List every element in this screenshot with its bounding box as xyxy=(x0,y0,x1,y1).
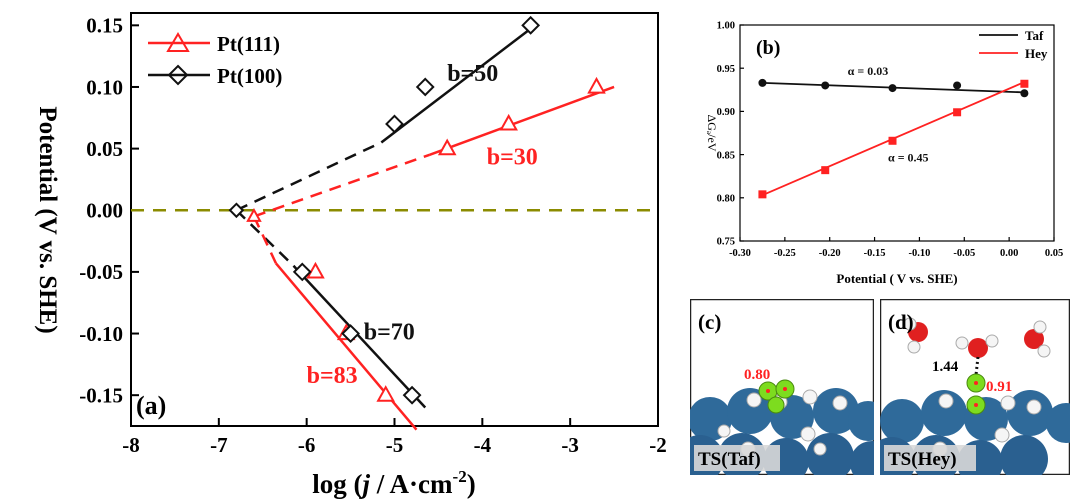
legend-hey-label: Hey xyxy=(1025,46,1048,61)
extrapolation-line-3 xyxy=(252,215,278,264)
data-point-hey-0 xyxy=(758,190,767,199)
data-point-pt-111-5 xyxy=(376,385,396,402)
x-tick-label-0-10: -0.10 xyxy=(908,248,930,259)
chart-b-plot-frame xyxy=(739,24,1055,242)
data-point-taf-0 xyxy=(758,78,767,87)
x-tick-label-0-25: -0.25 xyxy=(774,248,796,259)
image-d-ts-hey: (d) 1.44 0.91 TS(Hey) xyxy=(880,299,1070,475)
x-tick-label-0-15: -0.15 xyxy=(864,248,886,259)
xlabel-prefix: log ( xyxy=(312,469,362,499)
image-d-panel-label: (d) xyxy=(888,310,914,334)
x-tick-label-0-05: 0.05 xyxy=(1045,248,1063,259)
x-tick-label-0-00: 0.00 xyxy=(1000,248,1018,259)
x-tick-label-3: -3 xyxy=(561,433,579,457)
y-tick-label-0-85: 0.85 xyxy=(717,150,735,161)
chart-a-legend: Pt(111) Pt(100) xyxy=(148,32,282,88)
y-tick-label-0-80: 0.80 xyxy=(717,193,735,204)
annotation-b-83: b=83 xyxy=(307,363,358,389)
x-tick-label-0-05: -0.05 xyxy=(953,248,975,259)
x-tick-label-0-30: -0.30 xyxy=(729,248,751,259)
data-point-pt-100-3 xyxy=(292,262,312,282)
cusp-marker-1 xyxy=(246,207,262,222)
y-tick-label-0-05: 0.05 xyxy=(86,137,123,161)
annotation-b-30: b=30 xyxy=(487,145,538,171)
data-point-taf-1 xyxy=(821,81,830,90)
x-tick-label-2: -2 xyxy=(649,433,667,457)
annotation-b-50: b=50 xyxy=(447,61,498,87)
x-tick-label-0-20: -0.20 xyxy=(819,248,841,259)
data-point-hey-1 xyxy=(821,166,830,175)
y-tick-label-0-15: 0.15 xyxy=(86,14,123,38)
legend-taf-label: Taf xyxy=(1025,28,1044,43)
annotation-0-45: α = 0.45 xyxy=(888,151,929,165)
x-tick-label-6: -6 xyxy=(298,433,316,457)
legend-pt111-label: Pt(111) xyxy=(217,32,280,56)
image-d-distance-label-1: 1.44 xyxy=(932,359,959,375)
data-point-taf-2 xyxy=(888,84,897,93)
chart-a-plot-frame xyxy=(130,12,659,427)
x-tick-label-4: -4 xyxy=(474,433,492,457)
chart-a-panel-label: (a) xyxy=(136,391,166,420)
data-point-pt-100-2 xyxy=(385,114,404,134)
annotation-b-70: b=70 xyxy=(364,320,415,346)
chart-b-xlabel: Potential ( V vs. SHE) xyxy=(836,271,957,286)
y-tick-label-0-10: -0.10 xyxy=(79,322,123,346)
fit-line-3 xyxy=(292,264,427,409)
y-tick-label-0-90: 0.90 xyxy=(717,107,735,118)
data-point-pt-100-5 xyxy=(402,385,422,405)
image-c-ts-label: TS(Taf) xyxy=(698,449,761,470)
chart-b-ylabel: ΔGₐ/eV xyxy=(705,115,719,152)
extrapolation-line-2 xyxy=(235,209,295,267)
xlabel-close: ) xyxy=(467,469,476,499)
image-c-ts-taf: (c) 0.80 TS(Taf) xyxy=(690,299,874,475)
legend-pt100-label: Pt(100) xyxy=(217,64,282,88)
legend-pt100-marker xyxy=(167,64,189,86)
chart-b-legend: Taf Hey xyxy=(979,28,1048,61)
chart-b-panel-label: (b) xyxy=(756,37,780,59)
data-point-pt-100-4 xyxy=(341,324,360,343)
fit-line-1 xyxy=(380,24,536,144)
fit-line-0 xyxy=(429,85,615,156)
y-tick-label-0-05: -0.05 xyxy=(79,260,123,284)
data-point-pt-111-2 xyxy=(437,138,457,156)
y-tick-label-0-15: -0.15 xyxy=(79,384,123,408)
data-point-pt-111-1 xyxy=(499,113,518,131)
cusp-marker-0 xyxy=(228,202,245,219)
image-d-ts-label: TS(Hey) xyxy=(888,449,957,470)
chart-a-ylabel: Potential (V vs. SHE) xyxy=(34,106,61,333)
chart-b: -0.30 -0.25 -0.20 -0.15 -0.10 -0.05 0.00 0.05 0.… xyxy=(705,21,1063,286)
image-d-distance-label-2: 0.91 xyxy=(986,379,1012,395)
y-tick-label-0-75: 0.75 xyxy=(717,237,735,248)
data-point-pt-111-0 xyxy=(587,76,606,94)
image-c-distance-label: 0.80 xyxy=(744,367,770,383)
y-tick-label-0-95: 0.95 xyxy=(717,64,735,75)
data-point-hey-4 xyxy=(1020,79,1029,88)
data-point-hey-2 xyxy=(888,136,897,145)
annotation-0-03: α = 0.03 xyxy=(848,64,889,78)
data-point-hey-3 xyxy=(953,108,962,117)
data-point-pt-100-0 xyxy=(521,15,541,35)
extrapolation-line-0 xyxy=(253,153,431,218)
fit-line-2 xyxy=(274,262,418,431)
extrapolation-line-1 xyxy=(235,141,382,212)
water-molecules-d xyxy=(903,317,1051,376)
data-point-taf-4 xyxy=(1020,89,1029,98)
x-tick-label-7: -7 xyxy=(210,433,228,457)
image-c-panel-label: (c) xyxy=(698,310,721,334)
x-tick-label-5: -5 xyxy=(386,433,404,457)
y-tick-label-1-00: 1.00 xyxy=(717,21,735,32)
data-point-pt-100-1 xyxy=(415,77,435,97)
chart-a-xlabel: log (j / A·cm-2) xyxy=(312,467,475,499)
xlabel-suffix: / A·cm xyxy=(370,469,453,499)
data-point-pt-111-3 xyxy=(306,261,325,279)
data-point-taf-3 xyxy=(953,81,962,90)
x-tick-label-8: -8 xyxy=(122,433,140,457)
chart-a: -8 -7 -6 -5 -4 -3 -2 -0.15 -0.10 -0.05 0.00 0.05 0.1… xyxy=(34,12,667,499)
legend-pt111-marker xyxy=(166,32,190,52)
xlabel-exp: -2 xyxy=(453,467,467,486)
y-tick-label-0-00: 0.00 xyxy=(86,199,123,223)
y-tick-label-0-10: 0.10 xyxy=(86,75,123,99)
